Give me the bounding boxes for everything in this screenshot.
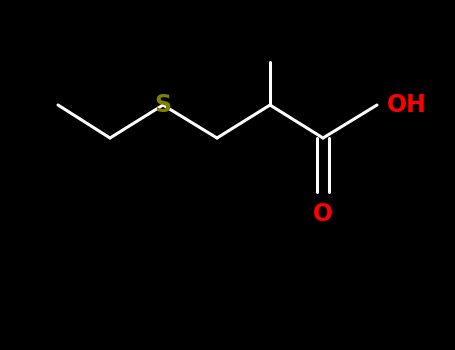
Text: O: O	[313, 202, 333, 226]
Text: S: S	[154, 93, 172, 117]
Text: OH: OH	[387, 93, 427, 117]
